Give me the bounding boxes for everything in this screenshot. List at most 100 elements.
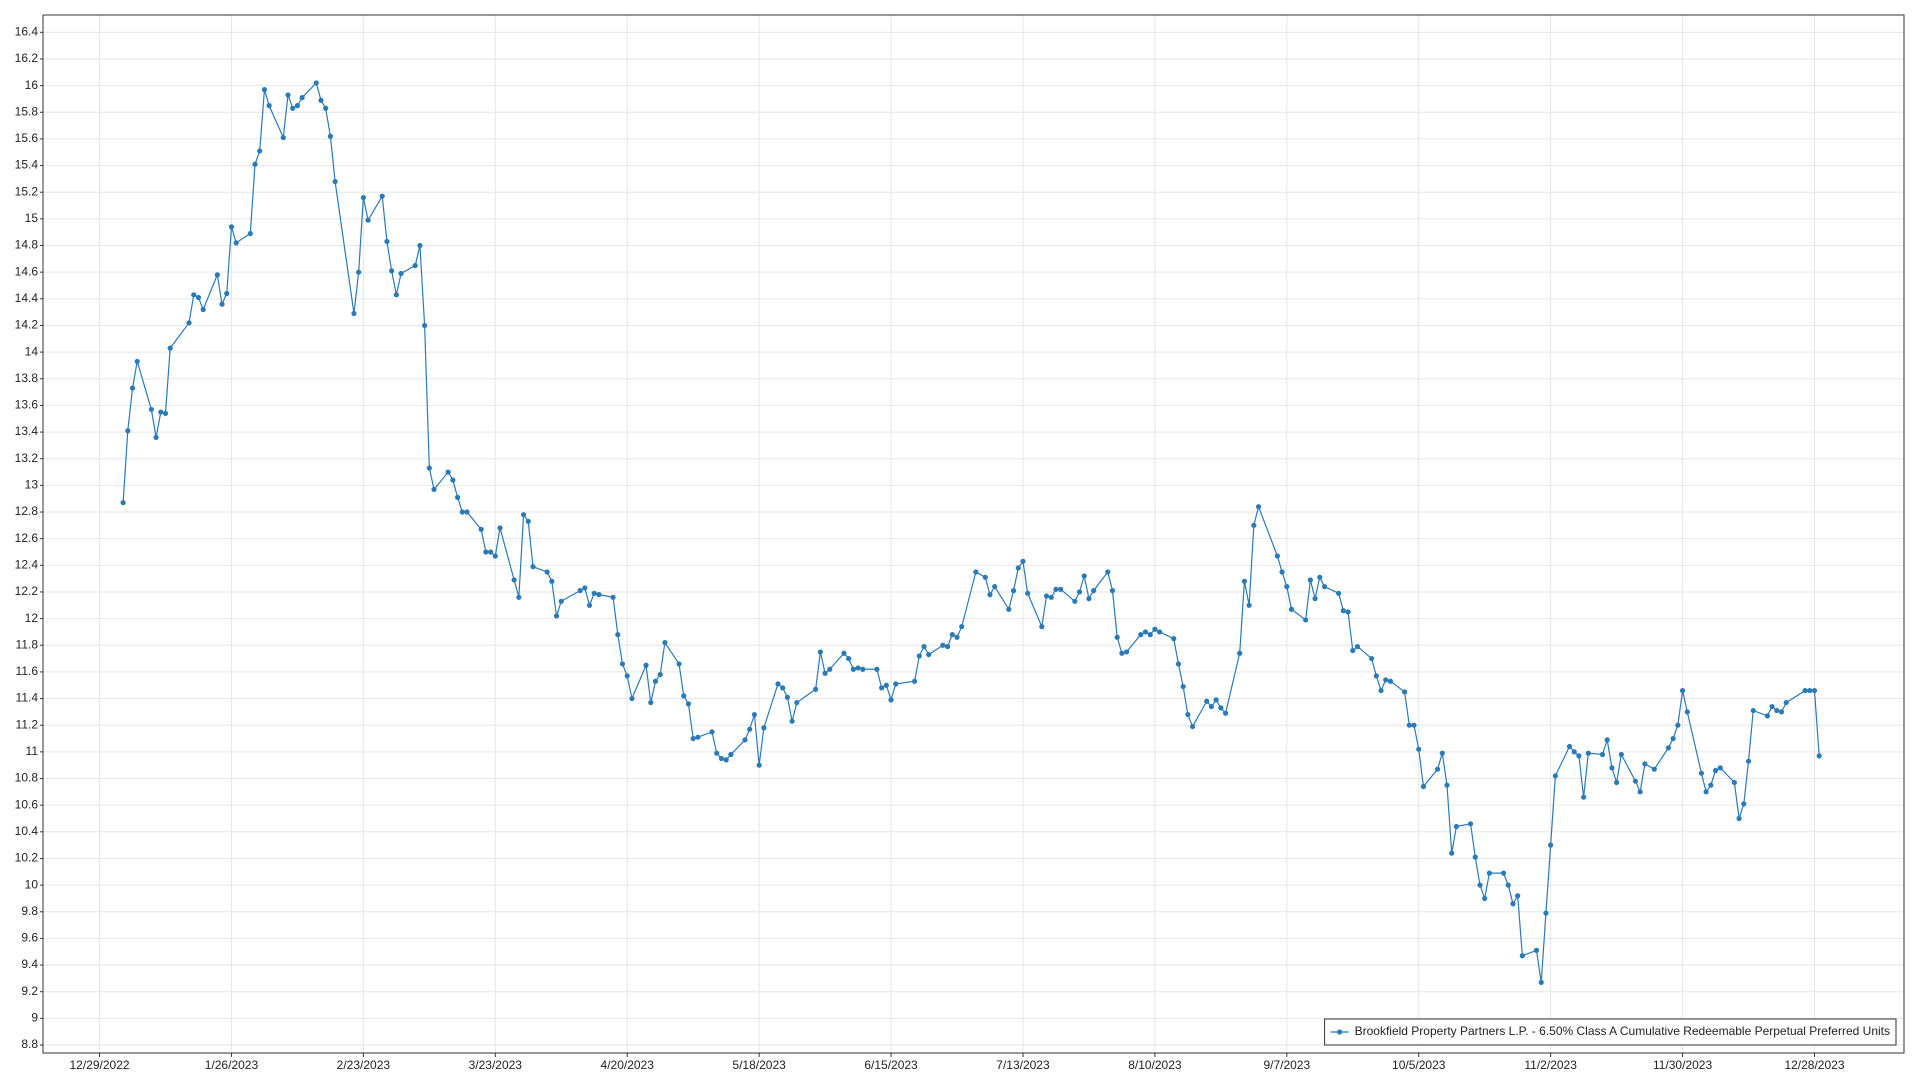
- data-point: [1124, 649, 1130, 655]
- y-tick-label: 12.6: [15, 531, 39, 545]
- data-point: [1109, 588, 1116, 594]
- data-point: [1538, 979, 1544, 985]
- data-point: [1632, 778, 1639, 784]
- data-point: [615, 632, 621, 638]
- data-point: [860, 666, 866, 672]
- data-point: [200, 306, 206, 313]
- data-point: [813, 686, 819, 692]
- x-tick-label: 7/13/2023: [996, 1058, 1050, 1072]
- data-point: [794, 699, 800, 706]
- data-point: [1670, 735, 1676, 742]
- data-point: [1378, 687, 1384, 694]
- y-tick-label: 10.4: [15, 824, 39, 838]
- data-point: [1515, 893, 1521, 899]
- data-point: [1218, 705, 1224, 711]
- plot-area: [43, 15, 1904, 1053]
- data-point: [1552, 773, 1558, 779]
- data-point: [417, 242, 423, 249]
- data-point: [855, 665, 861, 671]
- data-point: [1175, 661, 1182, 667]
- data-point: [1548, 842, 1554, 848]
- x-tick-label: 12/29/2022: [70, 1058, 130, 1072]
- data-point: [761, 725, 767, 731]
- data-point: [1048, 594, 1054, 600]
- data-point: [464, 509, 470, 515]
- y-tick-label: 13.4: [15, 424, 39, 438]
- y-tick-label: 11.2: [16, 717, 39, 731]
- data-point: [487, 549, 494, 555]
- data-point: [1015, 565, 1021, 571]
- y-tick-label: 15.4: [15, 158, 39, 172]
- y-tick-label: 15.6: [15, 131, 39, 145]
- data-point: [893, 681, 899, 687]
- data-point: [1585, 750, 1591, 756]
- data-point: [257, 148, 263, 154]
- data-point: [1208, 703, 1215, 710]
- data-point: [228, 224, 235, 230]
- data-point: [1255, 504, 1262, 510]
- data-point: [1072, 598, 1078, 604]
- y-tick-label: 10.8: [15, 771, 39, 785]
- data-point: [1010, 588, 1017, 594]
- x-tick-label: 11/30/2023: [1653, 1058, 1712, 1072]
- data-point: [1147, 632, 1153, 638]
- data-point: [1769, 703, 1775, 710]
- data-point: [888, 697, 894, 703]
- x-tick-label: 10/5/2023: [1392, 1058, 1446, 1072]
- y-tick-label: 12: [25, 611, 39, 625]
- data-point: [1543, 910, 1549, 916]
- data-point: [1811, 687, 1818, 694]
- data-point: [1114, 634, 1120, 640]
- data-point: [624, 673, 630, 679]
- data-point: [323, 105, 329, 111]
- y-tick-label: 10.2: [15, 851, 39, 865]
- data-point: [1411, 722, 1417, 728]
- data-point: [445, 469, 451, 475]
- data-point: [1764, 713, 1770, 719]
- data-point: [789, 718, 795, 724]
- data-point: [1058, 586, 1064, 592]
- data-point: [1651, 766, 1657, 772]
- data-point: [1712, 767, 1719, 774]
- data-point: [1251, 522, 1257, 528]
- data-point: [1246, 602, 1252, 608]
- data-point: [1076, 589, 1083, 595]
- y-tick-label: 13.6: [15, 398, 39, 412]
- legend: Brookfield Property Partners L.P. - 6.50…: [1324, 1018, 1897, 1046]
- data-point: [987, 592, 993, 598]
- data-point: [1345, 609, 1351, 615]
- data-point: [1618, 751, 1624, 758]
- legend-label: Brookfield Property Partners L.P. - 6.50…: [1355, 1024, 1890, 1038]
- data-point: [530, 564, 536, 570]
- data-point: [662, 639, 668, 646]
- data-point: [926, 651, 932, 658]
- data-point: [643, 662, 649, 668]
- y-tick-label: 12.4: [15, 557, 39, 571]
- data-point: [360, 194, 366, 201]
- data-point: [478, 526, 484, 532]
- x-tick-label: 5/18/2023: [732, 1058, 786, 1072]
- data-point: [148, 406, 154, 413]
- data-point: [676, 661, 682, 667]
- data-point: [327, 133, 333, 139]
- x-tick-label: 6/15/2023: [864, 1058, 918, 1072]
- data-point: [219, 301, 225, 307]
- data-point: [582, 585, 588, 591]
- y-tick-label: 11.4: [16, 691, 39, 705]
- data-point: [1731, 779, 1737, 786]
- data-point: [1416, 746, 1422, 752]
- data-point: [883, 682, 889, 688]
- data-point: [162, 410, 169, 417]
- y-tick-label: 11.6: [16, 664, 39, 678]
- data-point: [709, 729, 715, 735]
- data-point: [299, 95, 305, 101]
- data-point: [1519, 953, 1525, 959]
- data-point: [1157, 629, 1163, 635]
- data-point: [1053, 586, 1059, 592]
- y-tick-label: 16.4: [15, 24, 39, 38]
- data-point: [1482, 895, 1488, 902]
- data-point: [1736, 815, 1742, 822]
- data-point: [846, 655, 852, 662]
- data-point: [728, 751, 734, 758]
- data-point: [525, 518, 531, 524]
